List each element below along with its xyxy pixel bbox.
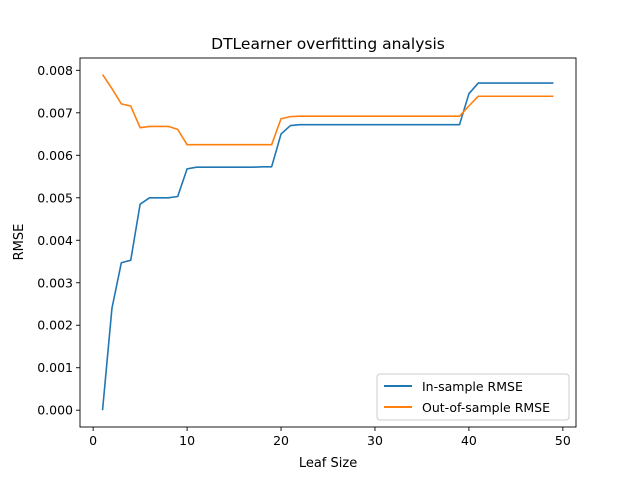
y-tick-label: 0.006 <box>37 148 73 163</box>
y-axis-label: RMSE <box>12 224 27 261</box>
x-tick-label: 40 <box>461 433 477 448</box>
chart-title: DTLearner overfitting analysis <box>211 35 445 53</box>
x-tick-label: 30 <box>367 433 383 448</box>
y-tick-label: 0.004 <box>37 233 73 248</box>
series-line-0 <box>101 82 554 411</box>
x-tick-label: 0 <box>89 433 97 448</box>
ticks: 0 10 20 30 40 50 0.000 0.001 0.002 0.003 0.004 0.00… <box>37 63 571 448</box>
plot-area <box>80 58 576 427</box>
legend-label-out-of-sample: Out-of-sample RMSE <box>422 400 550 415</box>
axes <box>79 57 577 428</box>
y-tick-label: 0.005 <box>37 190 73 205</box>
legend-frame <box>376 373 570 421</box>
x-tick-label: 50 <box>555 433 571 448</box>
y-tick-label: 0.003 <box>37 275 73 290</box>
series-line-1 <box>101 74 554 146</box>
y-tick-label: 0.007 <box>37 105 73 120</box>
y-tick-label: 0.001 <box>37 360 73 375</box>
x-tick-label: 10 <box>179 433 195 448</box>
legend-label-in-sample: In-sample RMSE <box>422 379 523 394</box>
x-tick-label: 20 <box>273 433 289 448</box>
y-tick-label: 0.008 <box>37 63 73 78</box>
x-axis-label: Leaf Size <box>299 456 357 471</box>
series-layer <box>101 74 554 411</box>
legend: In-sample RMSE Out-of-sample RMSE <box>376 373 570 421</box>
y-tick-label: 0.002 <box>37 318 73 333</box>
y-tick-label: 0.000 <box>37 403 73 418</box>
axes-frame <box>79 57 577 428</box>
